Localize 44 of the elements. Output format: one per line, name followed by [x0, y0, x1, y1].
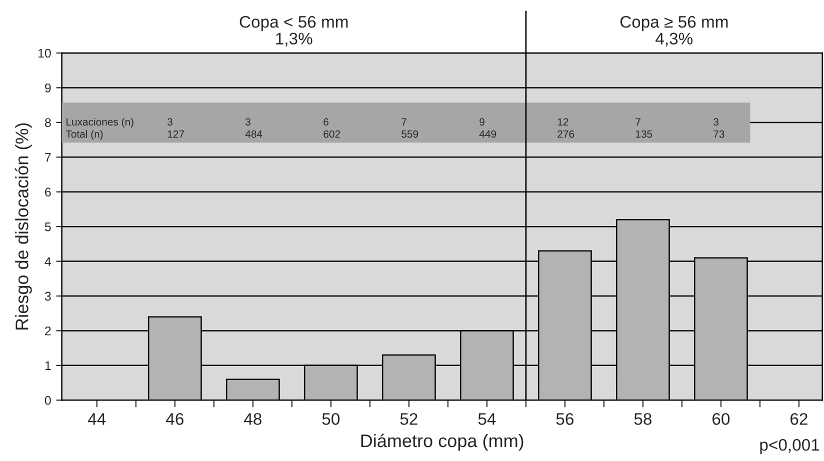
x-tick-label: 48: [244, 413, 262, 425]
text: Copa < 56 mm 1,3%: [240, 16, 348, 46]
annotation: 559: [402, 130, 418, 138]
annotation: 9: [480, 118, 484, 126]
annotation: 3: [168, 118, 172, 126]
x-tick-label: 50: [322, 413, 340, 425]
annotation: 135: [636, 130, 652, 138]
x-tick-label: 52: [400, 413, 418, 425]
y-tick-label: 9: [45, 84, 51, 92]
x-tick-label: 54: [478, 413, 496, 425]
annotation: 276: [558, 130, 574, 138]
x-tick-label: 58: [634, 413, 652, 425]
annotation: 127: [168, 130, 184, 138]
annotation: 6: [324, 118, 328, 126]
y-tick-label: 6: [45, 188, 51, 197]
annotation: 73: [714, 130, 724, 138]
annotation: 7: [402, 118, 406, 126]
annotation: Total (n): [66, 130, 103, 140]
annotation: 3: [246, 118, 250, 126]
annotation: Luxaciones (n): [66, 118, 134, 128]
x-tick-label: 60: [712, 413, 730, 425]
annotation: 7: [636, 118, 640, 126]
text: p<0,001: [760, 438, 820, 454]
annotation: 484: [245, 130, 262, 138]
y-tick-label: 1: [45, 361, 51, 370]
y-tick-label: 10: [38, 48, 51, 58]
y-tick-label: 8: [44, 118, 51, 128]
y-tick-label: 3: [44, 292, 51, 301]
annotation: 12: [558, 118, 568, 126]
x-tick-label: 46: [166, 413, 184, 425]
y-tick-label: 7: [45, 153, 51, 162]
x-tick-label: 44: [88, 413, 106, 425]
annotation: 3: [714, 118, 718, 126]
y-tick-label: 2: [45, 326, 51, 336]
x-tick-label: 62: [790, 413, 808, 425]
y-tick-label: 0: [44, 396, 51, 405]
y-tick-label: 4: [44, 257, 52, 266]
y-axis-title: Riesgo de dislocación (%): [14, 123, 32, 330]
y-tick-label: 5: [44, 222, 51, 232]
annotation: 449: [479, 130, 496, 138]
x-axis-title: Diámetro copa (mm): [361, 434, 524, 451]
x-tick-label: 56: [556, 413, 574, 425]
annotation: 602: [324, 130, 340, 138]
text: Copa ≥ 56 mm 4,3%: [620, 16, 728, 46]
